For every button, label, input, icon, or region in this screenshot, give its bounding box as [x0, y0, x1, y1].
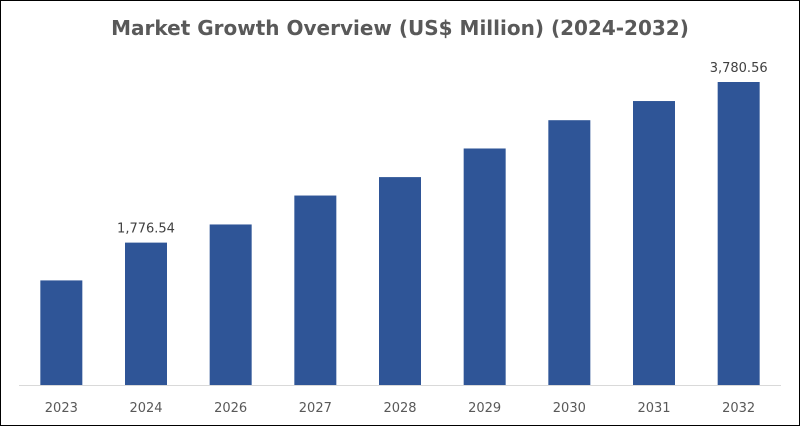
bar-2032	[717, 82, 760, 385]
x-tick-label: 2032	[722, 401, 755, 416]
x-tick-label: 2023	[45, 401, 78, 416]
bar-2028	[379, 177, 421, 385]
x-tick-label: 2028	[383, 401, 416, 416]
x-tick-label: 2026	[214, 401, 247, 416]
bar-2031	[633, 101, 675, 386]
data-label: 1,776.54	[117, 222, 175, 237]
bar-2027	[294, 195, 337, 385]
bar-2026	[209, 224, 252, 385]
x-tick-label: 2029	[468, 401, 501, 416]
bar-2023	[40, 280, 83, 385]
x-tick-label: 2031	[637, 401, 670, 416]
data-label: 3,780.56	[710, 61, 768, 76]
bar-2030	[548, 120, 591, 385]
x-tick-label: 2030	[553, 401, 586, 416]
x-tick-label: 2024	[129, 401, 162, 416]
x-tick-label: 2027	[299, 401, 332, 416]
bar-2024	[125, 242, 167, 385]
bar-2029	[463, 148, 506, 385]
chart-title: Market Growth Overview (US$ Million) (20…	[111, 16, 689, 40]
